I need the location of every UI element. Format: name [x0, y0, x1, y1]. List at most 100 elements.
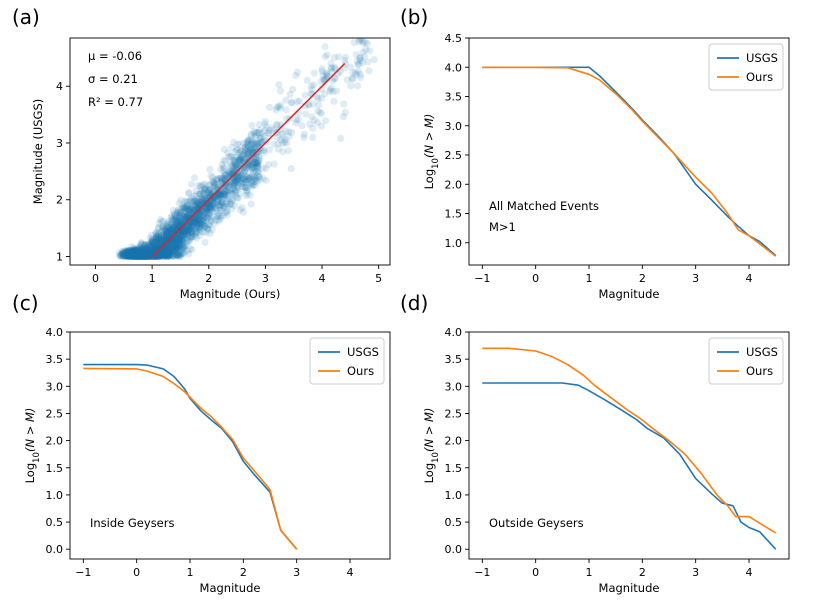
scatter-point — [253, 160, 261, 168]
x-tick-label: −1 — [474, 566, 490, 579]
scatter-point — [217, 201, 225, 209]
scatter-point — [273, 103, 281, 111]
scatter-point — [159, 252, 167, 260]
x-axis-label: Magnitude — [200, 581, 261, 595]
scatter-point — [253, 176, 261, 184]
scatter-point — [130, 252, 138, 260]
scatter-point — [169, 238, 177, 246]
series-line-ours — [482, 66, 777, 257]
scatter-point — [278, 139, 287, 148]
scatter-point — [164, 227, 173, 236]
scatter-point — [140, 251, 148, 259]
panel-label: (d) — [400, 291, 428, 315]
scatter-point — [139, 251, 147, 259]
scatter-point — [178, 244, 186, 252]
scatter-point — [131, 252, 140, 260]
x-tick-label: 2 — [240, 566, 247, 579]
scatter-point — [209, 178, 217, 186]
x-tick-label: 2 — [639, 272, 646, 285]
scatter-point — [250, 139, 258, 148]
scatter-point — [339, 113, 347, 121]
scatter-point — [207, 216, 215, 224]
scatter-point — [190, 216, 199, 224]
scatter-point — [137, 252, 145, 260]
scatter-point — [346, 17, 353, 24]
scatter-point — [166, 250, 174, 258]
scatter-point — [123, 251, 131, 259]
scatter-point — [132, 249, 140, 257]
scatter-point — [181, 205, 189, 213]
scatter-point — [231, 160, 239, 168]
y-tick-label: 3.5 — [445, 353, 463, 366]
scatter-point — [162, 225, 170, 233]
scatter-point — [209, 199, 217, 207]
scatter-point — [176, 237, 184, 245]
scatter-point — [141, 250, 149, 258]
scatter-point — [308, 86, 316, 94]
scatter-point — [317, 109, 325, 118]
scatter-point — [166, 246, 174, 254]
scatter-point — [154, 229, 163, 237]
scatter-point — [222, 186, 230, 194]
scatter-point — [122, 247, 130, 255]
scatter-point — [203, 210, 211, 218]
scatter-point — [209, 190, 217, 199]
scatter-point — [231, 186, 239, 194]
scatter-point — [188, 228, 196, 236]
scatter-point — [126, 251, 135, 259]
scatter-point — [140, 250, 148, 258]
scatter-point — [165, 250, 173, 258]
scatter-point — [244, 150, 252, 158]
scatter-point — [194, 223, 202, 231]
scatter-point — [136, 251, 144, 259]
scatter-point — [199, 199, 207, 207]
scatter-point — [184, 222, 192, 231]
scatter-point — [135, 248, 143, 256]
scatter-point — [243, 156, 251, 164]
scatter-point — [167, 213, 175, 221]
scatter-point — [164, 249, 172, 257]
scatter-point — [191, 230, 199, 238]
scatter-point — [234, 157, 242, 165]
scatter-point — [133, 249, 141, 257]
scatter-point — [222, 180, 230, 188]
scatter-point — [138, 248, 146, 256]
scatter-point — [183, 212, 191, 220]
scatter-point — [151, 248, 159, 256]
scatter-point — [146, 252, 154, 260]
scatter-point — [171, 241, 179, 249]
scatter-point — [337, 38, 341, 39]
scatter-point — [210, 179, 218, 187]
scatter-point — [153, 247, 161, 255]
scatter-point — [359, 58, 367, 67]
scatter-point — [141, 252, 149, 260]
scatter-point — [161, 248, 169, 256]
scatter-point — [130, 250, 139, 258]
scatter-point — [137, 239, 145, 248]
scatter-point — [138, 248, 146, 256]
scatter-point — [129, 251, 137, 259]
scatter-point — [131, 252, 139, 260]
scatter-point — [308, 113, 316, 121]
scatter-point — [192, 206, 201, 214]
scatter-point — [136, 250, 144, 258]
scatter-point — [255, 173, 263, 181]
series-line-usgs — [482, 66, 777, 257]
scatter-point — [243, 187, 251, 195]
scatter-point — [134, 250, 142, 258]
scatter-point — [359, 39, 367, 47]
scatter-point — [164, 222, 172, 230]
scatter-point — [242, 179, 250, 187]
x-axis-label: Magnitude — [599, 287, 660, 301]
scatter-point — [160, 241, 169, 249]
scatter-point — [364, 8, 371, 15]
scatter-point — [289, 85, 297, 93]
scatter-point — [138, 252, 146, 260]
y-tick-label: 1 — [56, 250, 63, 263]
scatter-point — [222, 188, 230, 196]
scatter-point — [228, 189, 236, 197]
scatter-point — [133, 251, 141, 260]
scatter-point — [159, 250, 167, 258]
x-tick-label: 1 — [586, 272, 593, 285]
x-tick-label: 3 — [692, 566, 699, 579]
